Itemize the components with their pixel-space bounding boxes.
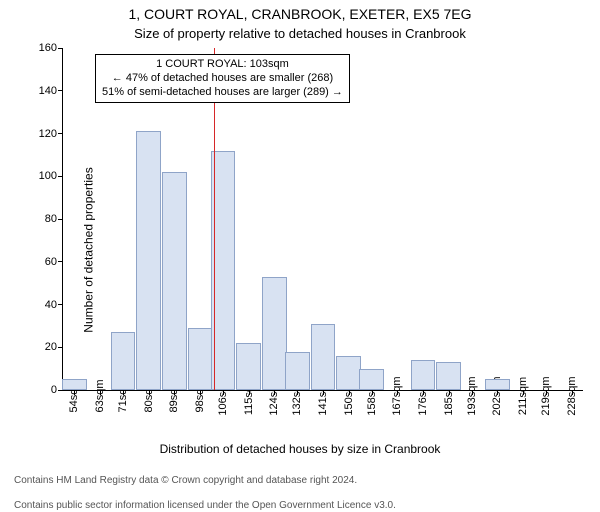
histogram-bar	[62, 379, 87, 390]
ytick-label: 20	[45, 341, 57, 353]
xtick-label: 211sqm	[517, 377, 529, 415]
chart-title-line2: Size of property relative to detached ho…	[0, 26, 600, 41]
ytick-mark	[58, 90, 63, 91]
ytick-label: 120	[39, 128, 57, 140]
ytick-mark	[58, 261, 63, 262]
x-axis-label: Distribution of detached houses by size …	[0, 442, 600, 456]
xtick-label: 228sqm	[566, 376, 578, 415]
ytick-mark	[58, 48, 63, 49]
histogram-bar	[485, 379, 510, 390]
annotation-line: ← 47% of detached houses are smaller (26…	[102, 72, 343, 86]
histogram-bar	[262, 277, 287, 390]
histogram-bar	[336, 356, 361, 390]
ytick-label: 40	[45, 299, 57, 311]
ytick-mark	[58, 347, 63, 348]
histogram-bar	[411, 360, 436, 390]
ytick-mark	[58, 219, 63, 220]
attribution-line1: Contains HM Land Registry data © Crown c…	[14, 475, 357, 486]
histogram-bar	[188, 328, 213, 390]
attribution-line2: Contains public sector information licen…	[14, 500, 396, 511]
ytick-mark	[58, 133, 63, 134]
annotation-line: 51% of semi-detached houses are larger (…	[102, 86, 343, 100]
ytick-label: 160	[39, 42, 57, 54]
xtick-label: 193sqm	[466, 376, 478, 415]
chart-title-line1: 1, COURT ROYAL, CRANBROOK, EXETER, EX5 7…	[0, 6, 600, 22]
histogram-bar	[111, 332, 136, 390]
ytick-mark	[58, 304, 63, 305]
ytick-label: 140	[39, 85, 57, 97]
attribution-text: Contains HM Land Registry data © Crown c…	[14, 462, 396, 512]
ytick-label: 60	[45, 256, 57, 268]
xtick-label: 167sqm	[391, 376, 403, 415]
annotation-box: 1 COURT ROYAL: 103sqm← 47% of detached h…	[95, 54, 350, 103]
histogram-bar	[236, 343, 261, 390]
ytick-label: 80	[45, 213, 57, 225]
xtick-label: 63sqm	[94, 379, 106, 412]
histogram-bar	[436, 362, 461, 390]
xtick-label: 219sqm	[540, 376, 552, 415]
annotation-line: 1 COURT ROYAL: 103sqm	[102, 58, 343, 72]
ytick-label: 100	[39, 170, 57, 182]
histogram-bar	[311, 324, 336, 390]
histogram-bar	[162, 172, 187, 390]
ytick-label: 0	[51, 384, 57, 396]
ytick-mark	[58, 176, 63, 177]
chart-container: { "title_line1": "1, COURT ROYAL, CRANBR…	[0, 0, 600, 500]
histogram-bar	[285, 352, 310, 390]
histogram-bar	[136, 131, 161, 390]
histogram-bar	[359, 369, 384, 390]
